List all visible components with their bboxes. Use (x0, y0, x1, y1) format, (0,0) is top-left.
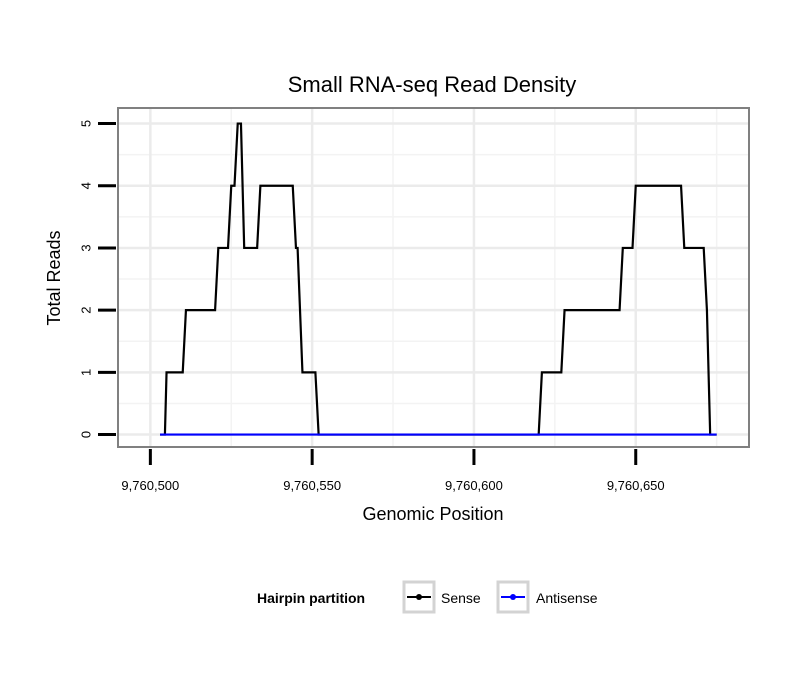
x-axis-title: Genomic Position (362, 504, 503, 524)
chart-title: Small RNA-seq Read Density (288, 72, 577, 97)
x-tick-label-1: 9,760,550 (283, 478, 341, 493)
x-axis: 9,760,500 9,760,550 9,760,600 9,760,650 (121, 449, 665, 493)
legend-title: Hairpin partition (257, 590, 365, 606)
y-axis-title: Total Reads (44, 230, 64, 325)
y-tick-label-1: 1 (79, 369, 94, 376)
y-tick-label-2: 2 (79, 307, 94, 314)
x-tick-label-3: 9,760,650 (607, 478, 665, 493)
x-tick-label-2: 9,760,600 (445, 478, 503, 493)
y-tick-label-3: 3 (79, 244, 94, 251)
legend-label-sense: Sense (441, 590, 481, 606)
series-layer (160, 122, 717, 436)
y-axis: 0 1 2 3 4 5 (79, 120, 116, 438)
y-tick-label-0: 0 (79, 431, 94, 438)
legend-key-sense-point (416, 594, 422, 600)
legend-item-antisense[interactable]: Antisense (496, 580, 598, 614)
series-line-sense (160, 122, 717, 436)
legend: Hairpin partition Sense Antisense (257, 580, 598, 614)
y-tick-label-5: 5 (79, 120, 94, 127)
y-tick-label-4: 4 (79, 182, 94, 189)
x-tick-label-0: 9,760,500 (121, 478, 179, 493)
legend-key-antisense-point (510, 594, 516, 600)
panel-border (117, 107, 750, 448)
panel-background (118, 108, 749, 447)
legend-item-sense[interactable]: Sense (402, 580, 481, 614)
plot-panel (117, 107, 750, 448)
legend-label-antisense: Antisense (536, 590, 598, 606)
